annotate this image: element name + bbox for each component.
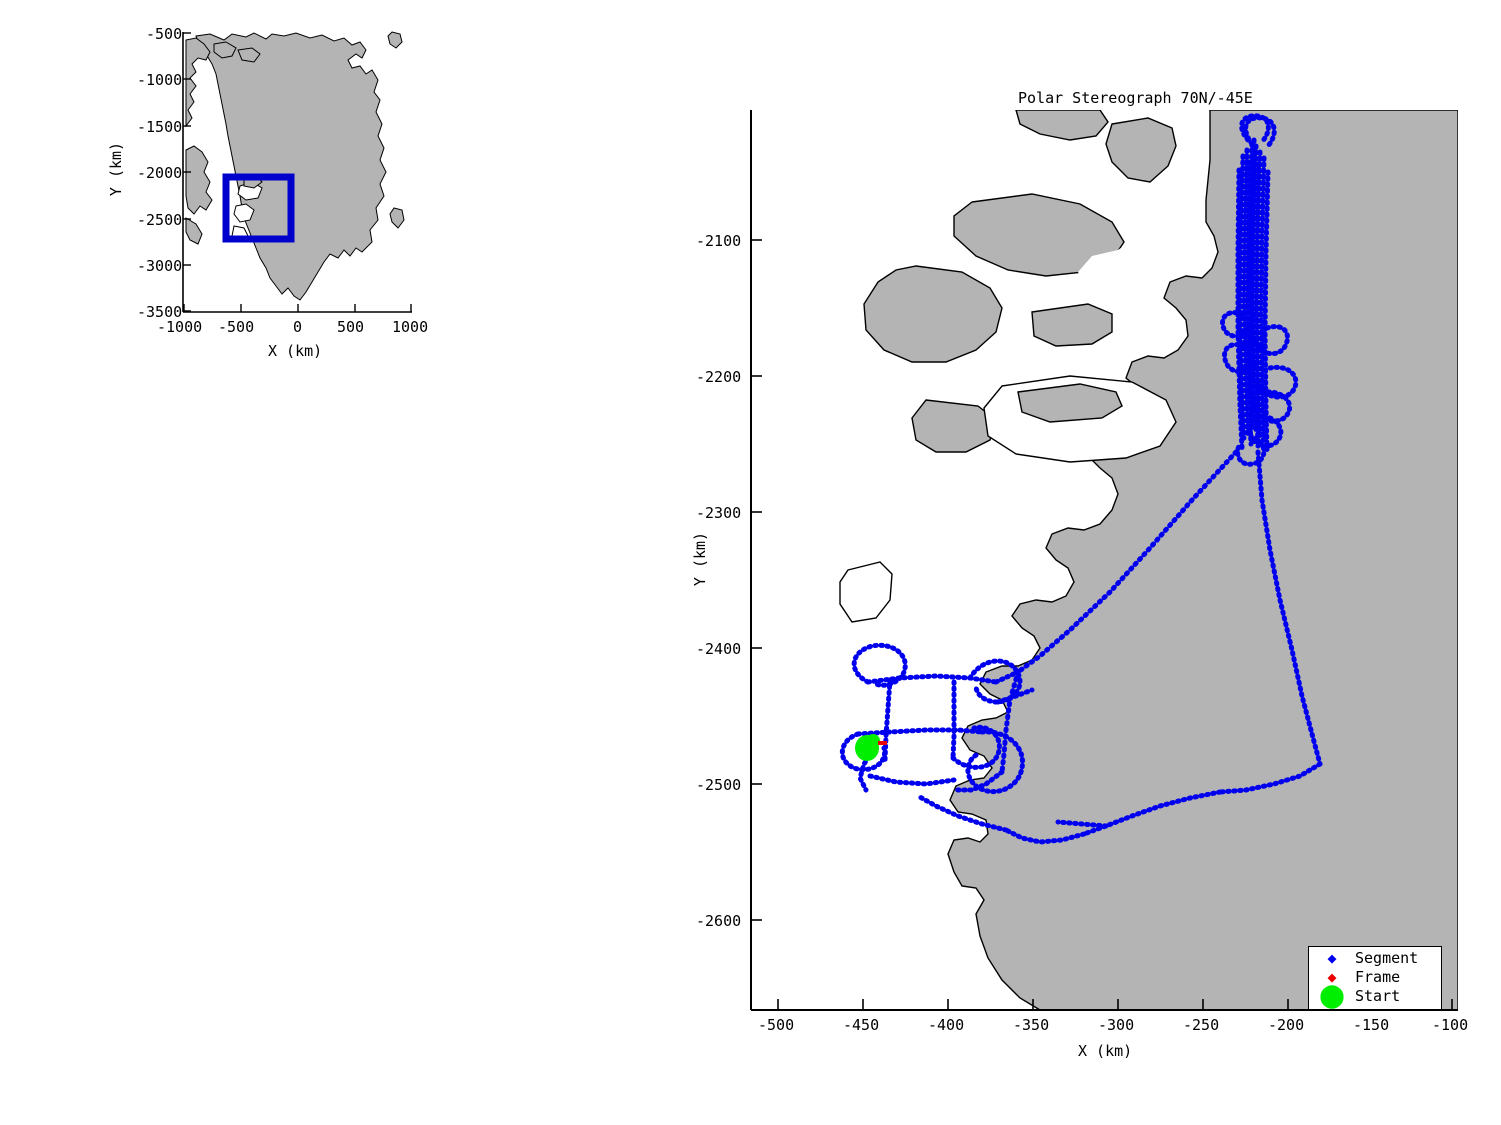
inset-ytick-3: -2000	[137, 164, 183, 182]
main-xtick-3: -350	[1013, 1016, 1050, 1034]
inset-ytick-6: -3500	[137, 303, 183, 321]
island-mid-south	[863, 265, 1003, 363]
legend-row-segment[interactable]: ◆ Segment	[1309, 949, 1441, 968]
inset-xtick-4: 1000	[392, 318, 429, 336]
inset-ytick-4: -2500	[137, 211, 183, 229]
main-ytick-5: -2600	[696, 912, 742, 930]
island-north-2	[1105, 117, 1177, 183]
main-ytick-1: -2200	[696, 368, 742, 386]
island-south-small	[1031, 303, 1113, 347]
legend-label-start: Start	[1355, 987, 1401, 1005]
inset-map-canvas	[182, 31, 412, 313]
fjord-white-upper	[1078, 148, 1208, 298]
fjord-island-inner	[1017, 383, 1123, 423]
main-xtick-7: -150	[1353, 1016, 1390, 1034]
main-xtick-6: -200	[1268, 1016, 1305, 1034]
legend-row-start[interactable]: ⬤ Start	[1309, 983, 1441, 1009]
inset-xaxis-label: X (km)	[268, 342, 323, 360]
main-y-ticks	[751, 239, 762, 921]
main-xtick-2: -400	[928, 1016, 965, 1034]
main-map-title: Polar Stereograph 70N/-45E	[1018, 89, 1253, 107]
main-xaxis-label: X (km)	[1078, 1042, 1133, 1060]
legend-row-frame[interactable]: ◆ Frame	[1309, 968, 1441, 987]
inset-ytick-0: -500	[146, 25, 183, 43]
inset-ytick-2: -1500	[137, 118, 183, 136]
flight-track-segments	[840, 113, 1323, 845]
legend-label-frame: Frame	[1355, 968, 1401, 986]
coast-notch-lower	[839, 561, 893, 623]
inset-xtick-0: -1000	[157, 318, 203, 336]
main-xtick-1: -450	[843, 1016, 880, 1034]
roi-box	[222, 173, 295, 243]
main-ytick-4: -2500	[696, 776, 742, 794]
main-ytick-0: -2100	[696, 232, 742, 250]
island-north-1	[1015, 110, 1109, 141]
inset-x-ticks	[183, 304, 412, 312]
main-axis-frame	[750, 110, 1458, 1011]
inset-ytick-1: -1000	[137, 71, 183, 89]
start-marker	[855, 734, 880, 761]
main-xtick-4: -300	[1098, 1016, 1135, 1034]
main-xtick-5: -250	[1183, 1016, 1220, 1034]
segment-marker-icon: ◆	[1327, 949, 1337, 967]
inset-ytick-5: -3000	[137, 257, 183, 275]
legend-label-segment: Segment	[1355, 949, 1419, 967]
main-xtick-0: -500	[758, 1016, 795, 1034]
mainland-ice	[947, 110, 1458, 1010]
inset-y-ticks	[183, 32, 191, 312]
main-xtick-8: -100	[1432, 1016, 1469, 1034]
main-ytick-3: -2400	[696, 640, 742, 658]
main-yaxis-label: Y (km)	[691, 531, 710, 587]
inset-xtick-3: 500	[337, 318, 365, 336]
frame-marker-icon: ◆	[1327, 968, 1337, 986]
greenland-landmass	[185, 31, 405, 301]
frame-marker	[878, 741, 887, 745]
inset-xtick-1: -500	[218, 318, 255, 336]
start-marker-icon: ⬤	[1319, 983, 1345, 1009]
map-legend[interactable]: ◆ Segment ◆ Frame ⬤ Start	[1308, 946, 1442, 1010]
inset-yaxis-label: Y (km)	[107, 141, 126, 197]
main-ytick-2: -2300	[696, 504, 742, 522]
inset-xtick-2: 0	[293, 318, 303, 336]
main-map-canvas	[750, 110, 1458, 1011]
